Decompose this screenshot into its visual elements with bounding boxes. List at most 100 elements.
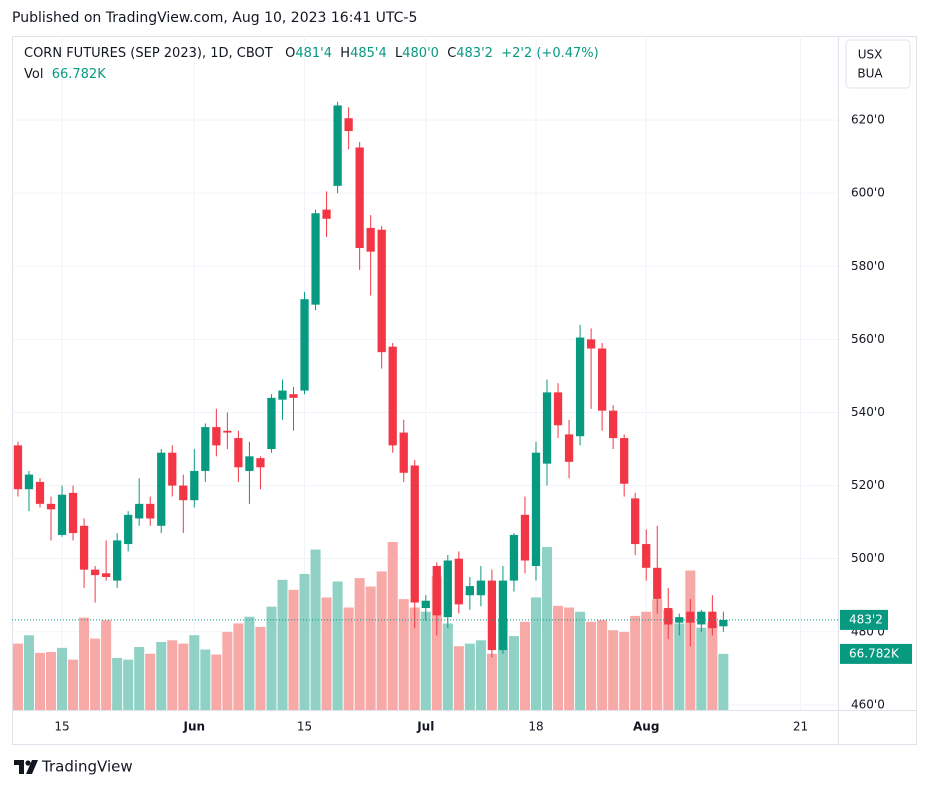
currency-line: USX — [858, 48, 883, 62]
candle-body — [631, 498, 640, 545]
candle-body — [443, 560, 452, 618]
volume-bar — [12, 643, 23, 710]
candle-body — [267, 397, 276, 450]
volume-bar — [718, 653, 729, 710]
candle-body — [564, 434, 574, 462]
symbol-title: CORN FUTURES (SEP 2023), 1D, CBOT — [24, 46, 273, 61]
legend-row: CORN FUTURES (SEP 2023), 1D, CBOT O481'4… — [24, 46, 599, 61]
candle-body — [465, 586, 474, 596]
candle-body — [399, 432, 408, 473]
candle-body — [366, 227, 375, 252]
volume-bar — [123, 659, 134, 710]
volume-bar — [299, 573, 310, 710]
candle-body — [157, 452, 166, 526]
candle-body — [575, 337, 585, 437]
candle-body — [697, 611, 706, 625]
candle-body — [101, 573, 111, 577]
candle-body — [79, 525, 89, 570]
volume-bar — [57, 647, 68, 710]
candle-body — [410, 465, 419, 603]
candle-body — [289, 394, 298, 398]
candle-body — [509, 534, 519, 581]
volume-bar — [156, 641, 167, 710]
axes: 460'0480'0500'0520'0540'0560'0580'0600'0… — [54, 113, 912, 734]
last-volume-tag — [840, 643, 912, 664]
candle-body — [190, 470, 199, 501]
last-price-tag — [840, 609, 888, 630]
legend-change-pct: (+0.47%) — [536, 46, 599, 61]
volume-bar — [387, 542, 398, 710]
x-tick-label: 21 — [793, 720, 808, 734]
volume-bar — [475, 640, 486, 710]
candle-body — [476, 580, 486, 596]
candle-body — [90, 569, 100, 576]
candle-body — [708, 611, 717, 629]
volume-bar — [178, 643, 189, 710]
candle-body — [421, 600, 430, 609]
y-tick-label: 460'0 — [851, 697, 885, 711]
volume-bar — [112, 657, 123, 710]
candle-body — [531, 452, 541, 566]
candle-body — [686, 611, 695, 623]
candle-body — [586, 339, 596, 349]
currency-box[interactable] — [845, 39, 911, 89]
y-tick-label: 600'0 — [851, 186, 885, 200]
candle-body — [168, 452, 177, 486]
y-tick-label: 560'0 — [851, 332, 885, 346]
volume-bar — [674, 623, 685, 710]
candle-body — [322, 209, 331, 219]
volume-bar — [641, 611, 652, 710]
volume-bar — [376, 571, 387, 710]
grid — [12, 36, 838, 710]
volume-bar — [652, 599, 663, 710]
volume-bar — [663, 610, 674, 710]
volume-bar — [200, 649, 211, 710]
last-volume-label: 66.782K — [849, 646, 900, 660]
legend-label: H — [340, 46, 351, 61]
legend-label: L — [395, 46, 403, 61]
y-tick-label: 620'0 — [851, 113, 885, 127]
legend-label: O — [285, 46, 296, 61]
volume-bar — [420, 611, 431, 710]
volume-bar — [255, 626, 266, 710]
legend-value: 481'4 — [295, 46, 333, 61]
candle-body — [719, 619, 728, 627]
volume-bar — [79, 617, 90, 710]
x-tick-label: Aug — [633, 720, 659, 734]
x-tick-label: Jul — [416, 720, 434, 734]
volume-bar — [542, 547, 553, 710]
candle-body — [620, 438, 629, 484]
volume-bar — [453, 646, 464, 710]
volume-bar — [46, 652, 57, 710]
y-tick-label: 540'0 — [851, 405, 885, 419]
volume-bar — [277, 579, 288, 710]
candle-body — [113, 540, 122, 581]
candle-body — [597, 348, 607, 411]
legend-label: Vol — [24, 67, 44, 82]
volume-bar — [597, 620, 608, 710]
volume-bar — [431, 576, 442, 710]
candle-body — [333, 105, 342, 186]
volume-bar — [575, 611, 586, 710]
y-tick-label: 500'0 — [851, 551, 885, 565]
candle-body — [344, 118, 353, 132]
volume-bar — [486, 653, 497, 710]
volume-bar — [564, 607, 575, 710]
volume-bar — [34, 652, 46, 710]
x-tick-label: 15 — [297, 720, 312, 734]
candle-body — [609, 410, 618, 439]
volume-bar — [409, 607, 420, 710]
volume-bar — [497, 618, 508, 710]
candle-body — [653, 567, 662, 599]
candle-body — [24, 474, 34, 490]
volume-bar — [189, 635, 200, 710]
candle-body — [135, 503, 144, 519]
candle-body — [57, 494, 67, 535]
volume-bar — [23, 635, 34, 710]
candle-body — [542, 392, 552, 464]
x-tick-label: 18 — [528, 720, 543, 734]
volume-bar — [519, 621, 530, 710]
last-price-label: 483'2 — [849, 612, 883, 626]
